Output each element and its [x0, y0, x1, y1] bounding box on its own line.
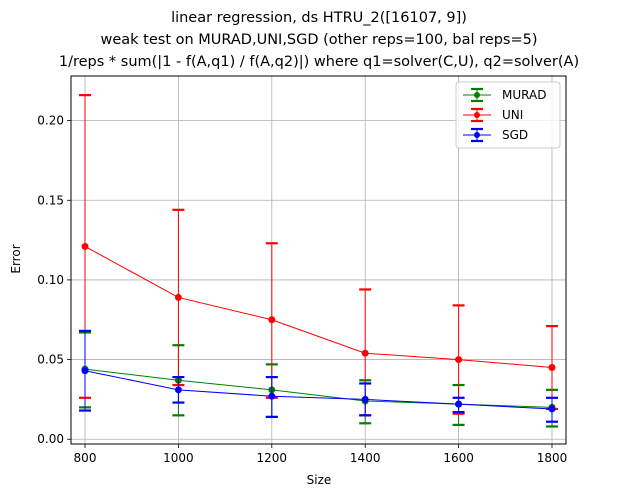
legend-marker-sgd [474, 132, 480, 138]
data-point-uni [268, 316, 276, 324]
series-line-uni [84, 246, 553, 369]
legend-item-uni: UNI [463, 107, 523, 123]
data-point-sgd [81, 367, 89, 375]
x-tick-label: 800 [74, 451, 97, 465]
legend: MURAD UNI SGD [455, 81, 561, 149]
x-tick-label: 1200 [257, 451, 288, 465]
x-tick-label: 1400 [350, 451, 381, 465]
chart-title-line-1: linear regression, ds HTRU_2([16107, 9]) [171, 10, 467, 26]
legend-label-sgd: SGD [502, 128, 528, 142]
series-murad [79, 331, 558, 428]
chart-title-line-2: weak test on MURAD,UNI,SGD (other reps=1… [100, 32, 537, 48]
x-tick-label: 1800 [537, 451, 568, 465]
y-tick-label: 0.10 [37, 273, 64, 287]
x-axis-label: Size [307, 473, 332, 487]
series-line-sgd [84, 370, 553, 410]
legend-item-murad: MURAD [463, 87, 546, 103]
data-point-uni [81, 242, 89, 250]
x-tick-label: 1600 [443, 451, 474, 465]
data-point-uni [361, 349, 369, 357]
legend-marker-uni [474, 112, 480, 118]
data-point-uni [174, 293, 182, 301]
series-layer [79, 94, 558, 428]
legend-label-murad: MURAD [502, 88, 546, 102]
x-tick-label: 1000 [163, 451, 194, 465]
ticks: 800 1000 1200 1400 1600 1800 0.00 0.05 0.10 0.15 0… [37, 114, 567, 465]
legend-label-uni: UNI [502, 108, 523, 122]
legend-marker-murad [474, 92, 480, 98]
legend-item-sgd: SGD [463, 127, 528, 143]
data-point-sgd [361, 395, 369, 403]
y-tick-label: 0.05 [37, 353, 64, 367]
y-tick-label: 0.15 [37, 193, 64, 207]
data-point-sgd [174, 386, 182, 394]
legend-box [455, 81, 561, 149]
data-point-sgd [455, 400, 463, 408]
plot-area-frame [70, 75, 567, 445]
series-sgd [79, 329, 558, 423]
data-point-uni [455, 356, 463, 364]
data-point-uni [548, 364, 556, 372]
y-tick-label: 0.20 [37, 114, 64, 128]
chart-title-line-3: 1/reps * sum(|1 - f(A,q1) / f(A,q2)|) wh… [59, 54, 579, 70]
y-tick-label: 0.00 [37, 432, 64, 446]
data-point-sgd [548, 405, 556, 413]
data-point-sgd [268, 392, 276, 400]
series-line-murad [84, 368, 553, 408]
y-axis-label: Error [9, 244, 23, 273]
